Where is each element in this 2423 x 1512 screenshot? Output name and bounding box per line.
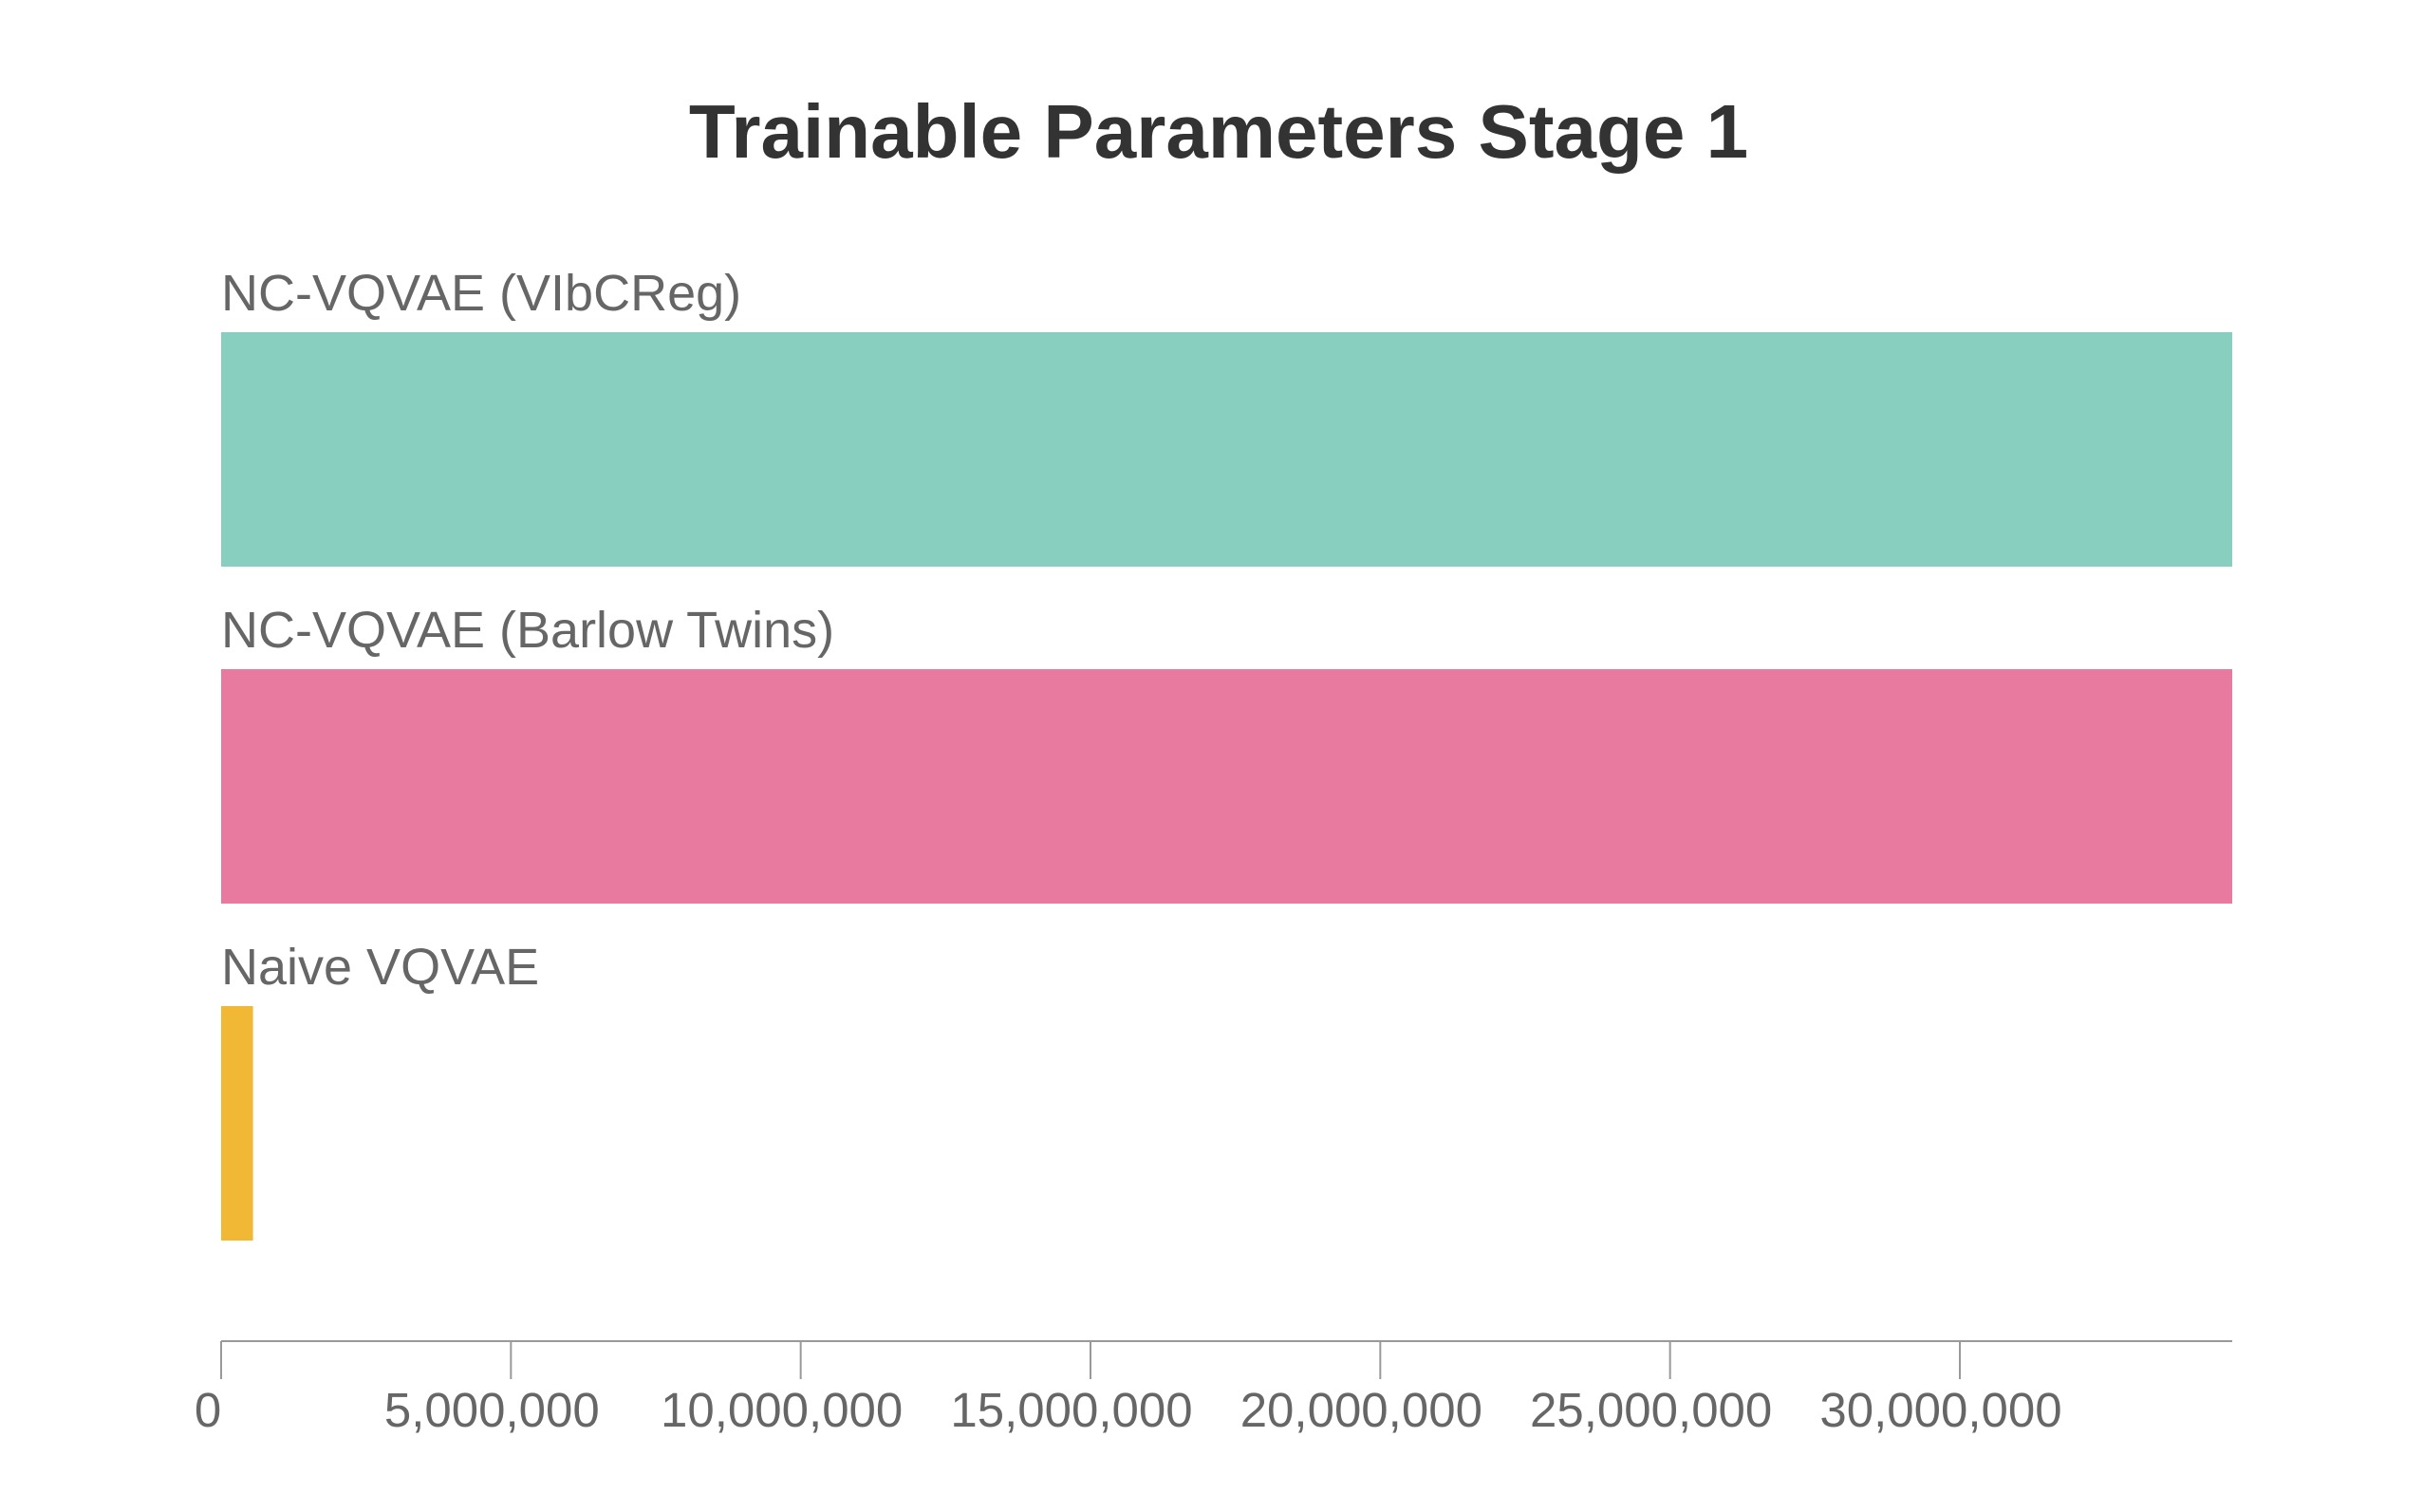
category-label: NC-VQVAE (Barlow Twins) [221,602,834,659]
x-tick-label: 25,000,000 [1530,1383,1772,1437]
x-tick-label: 10,000,000 [661,1383,903,1437]
x-tick-label: 30,000,000 [1819,1383,2061,1437]
bars-layer: NC-VQVAE (VIbCReg) NC-VQVAE (Barlow Twins… [221,265,2232,1241]
bar [221,669,2232,904]
category-label: Naive VQVAE [221,939,539,996]
category-label: NC-VQVAE (VIbCReg) [221,265,741,322]
x-axis: 0 5,000,000 10,000,000 15,000,000 20,000,000… [195,1340,2232,1437]
x-tick-label: 20,000,000 [1240,1383,1482,1437]
chart-title: Trainable Parameters Stage 1 [689,89,1748,174]
bar [221,1006,253,1241]
x-tick-label: 0 [195,1383,221,1437]
x-tick-label: 15,000,000 [950,1383,1192,1437]
bar [221,332,2232,567]
x-tick-label: 5,000,000 [384,1383,600,1437]
